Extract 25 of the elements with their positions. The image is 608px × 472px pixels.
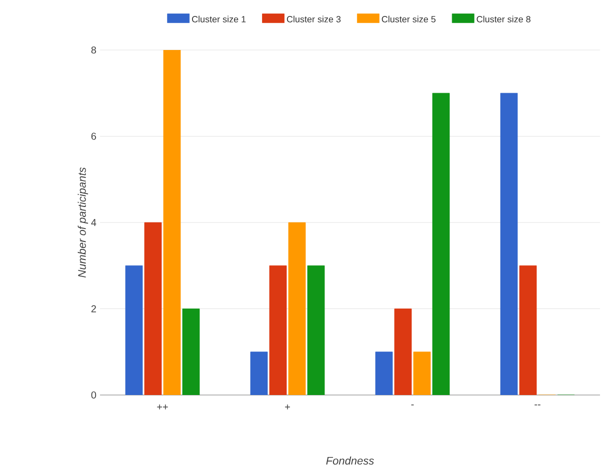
bar <box>432 92 450 395</box>
legend-label: Cluster size 1 <box>192 16 246 22</box>
y-tick-label: 8 <box>91 46 96 54</box>
bar <box>144 222 162 395</box>
y-axis-title: Number of participants <box>78 167 88 278</box>
bar <box>307 265 325 395</box>
y-tick-label: 6 <box>91 132 96 140</box>
x-tick-label: -- <box>534 404 540 406</box>
bar <box>182 308 200 395</box>
x-tick-label: ++ <box>157 404 168 410</box>
x-axis-title: Fondness <box>326 456 374 465</box>
x-tick-label: + <box>285 404 290 410</box>
legend-label: Cluster size 3 <box>286 16 341 22</box>
bar <box>269 265 287 395</box>
bar <box>288 222 306 395</box>
bar <box>519 265 537 395</box>
y-tick-label: 4 <box>91 219 96 226</box>
bar <box>394 308 412 395</box>
legend-label: Cluster size 8 <box>476 16 530 22</box>
bar <box>413 352 431 395</box>
y-tick-label: 0 <box>91 391 96 399</box>
x-tick-label: - <box>411 404 414 406</box>
y-tick-label: 2 <box>91 305 96 312</box>
legend-label: Cluster size 5 <box>382 16 436 22</box>
bar <box>163 50 181 395</box>
